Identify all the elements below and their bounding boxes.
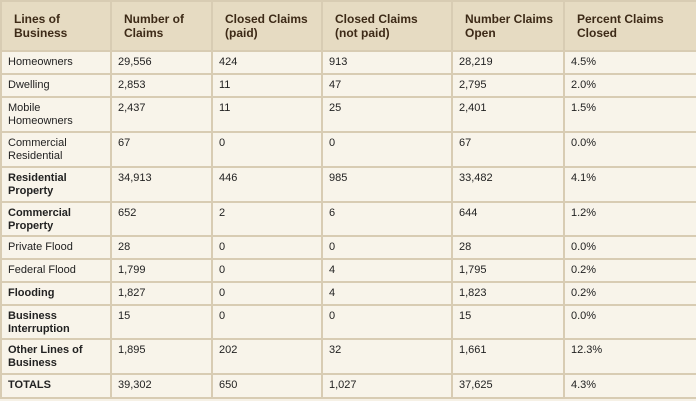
row-label: Mobile Homeowners — [0, 96, 112, 133]
cell: 4 — [321, 281, 453, 306]
cell: 28 — [110, 235, 213, 260]
table-row: Commercial Property 652 2 6 644 1.2% — [0, 201, 696, 237]
cell: 650 — [211, 373, 323, 399]
row-label: Federal Flood — [0, 258, 112, 283]
cell: 11 — [211, 73, 323, 98]
cell: 39,302 — [110, 373, 213, 399]
table-row: Homeowners 29,556 424 913 28,219 4.5% — [0, 50, 696, 75]
cell: 1,027 — [321, 373, 453, 399]
row-label: Residential Property — [0, 166, 112, 203]
cell: 4.5% — [563, 50, 696, 75]
table-row: Mobile Homeowners 2,437 11 25 2,401 1.5% — [0, 96, 696, 133]
cell: 4 — [321, 258, 453, 283]
cell: 37,625 — [451, 373, 565, 399]
cell: 1.2% — [563, 201, 696, 237]
cell: 0.0% — [563, 131, 696, 168]
header-cell: Lines of Business — [0, 0, 112, 52]
cell: 33,482 — [451, 166, 565, 203]
row-label: Commercial Residential — [0, 131, 112, 168]
header-cell: Number of Claims — [110, 0, 213, 52]
cell: 47 — [321, 73, 453, 98]
cell: 644 — [451, 201, 565, 237]
cell: 2 — [211, 201, 323, 237]
cell: 0.2% — [563, 281, 696, 306]
row-label: TOTALS — [0, 373, 112, 399]
cell: 2,853 — [110, 73, 213, 98]
table-row: Business Interruption 15 0 0 15 0.0% — [0, 304, 696, 340]
header-cell: Number Claims Open — [451, 0, 565, 52]
cell: 0 — [211, 281, 323, 306]
cell: 67 — [110, 131, 213, 168]
cell: 28,219 — [451, 50, 565, 75]
cell: 32 — [321, 338, 453, 375]
cell: 1,823 — [451, 281, 565, 306]
cell: 0 — [211, 304, 323, 340]
cell: 202 — [211, 338, 323, 375]
cell: 1,661 — [451, 338, 565, 375]
cell: 913 — [321, 50, 453, 75]
table-row: Flooding 1,827 0 4 1,823 0.2% — [0, 281, 696, 306]
row-label: Dwelling — [0, 73, 112, 98]
cell: 6 — [321, 201, 453, 237]
table-row: Dwelling 2,853 11 47 2,795 2.0% — [0, 73, 696, 98]
cell: 1,799 — [110, 258, 213, 283]
cell: 0 — [321, 131, 453, 168]
cell: 1,895 — [110, 338, 213, 375]
table-body: Homeowners 29,556 424 913 28,219 4.5% Dwelling… — [0, 50, 696, 399]
cell: 4.1% — [563, 166, 696, 203]
cell: 34,913 — [110, 166, 213, 203]
cell: 29,556 — [110, 50, 213, 75]
cell: 0 — [211, 131, 323, 168]
cell: 0 — [211, 235, 323, 260]
cell: 0.2% — [563, 258, 696, 283]
table-row: Federal Flood 1,799 0 4 1,795 0.2% — [0, 258, 696, 283]
header-cell: Closed Claims (not paid) — [321, 0, 453, 52]
cell: 985 — [321, 166, 453, 203]
cell: 2,401 — [451, 96, 565, 133]
cell: 0 — [211, 258, 323, 283]
header-cell: Percent Claims Closed — [563, 0, 696, 52]
row-label: Other Lines of Business — [0, 338, 112, 375]
cell: 25 — [321, 96, 453, 133]
cell: 28 — [451, 235, 565, 260]
row-label: Private Flood — [0, 235, 112, 260]
row-label: Homeowners — [0, 50, 112, 75]
cell: 0.0% — [563, 304, 696, 340]
cell: 15 — [110, 304, 213, 340]
cell: 2,437 — [110, 96, 213, 133]
table-row: TOTALS 39,302 650 1,027 37,625 4.3% — [0, 373, 696, 399]
cell: 2.0% — [563, 73, 696, 98]
cell: 652 — [110, 201, 213, 237]
cell: 15 — [451, 304, 565, 340]
table-row: Private Flood 28 0 0 28 0.0% — [0, 235, 696, 260]
cell: 12.3% — [563, 338, 696, 375]
cell: 67 — [451, 131, 565, 168]
cell: 1,795 — [451, 258, 565, 283]
cell: 424 — [211, 50, 323, 75]
table-row: Residential Property 34,913 446 985 33,482 4.… — [0, 166, 696, 203]
cell: 1.5% — [563, 96, 696, 133]
table-row: Commercial Residential 67 0 0 67 0.0% — [0, 131, 696, 168]
cell: 11 — [211, 96, 323, 133]
row-label: Commercial Property — [0, 201, 112, 237]
cell: 0.0% — [563, 235, 696, 260]
row-label: Business Interruption — [0, 304, 112, 340]
cell: 4.3% — [563, 373, 696, 399]
cell: 1,827 — [110, 281, 213, 306]
cell: 446 — [211, 166, 323, 203]
row-label: Flooding — [0, 281, 112, 306]
header-row: Lines of Business Number of Claims Closed … — [0, 0, 696, 52]
cell: 2,795 — [451, 73, 565, 98]
header-cell: Closed Claims (paid) — [211, 0, 323, 52]
table-row: Other Lines of Business 1,895 202 32 1,661 12… — [0, 338, 696, 375]
cell: 0 — [321, 304, 453, 340]
cell: 0 — [321, 235, 453, 260]
